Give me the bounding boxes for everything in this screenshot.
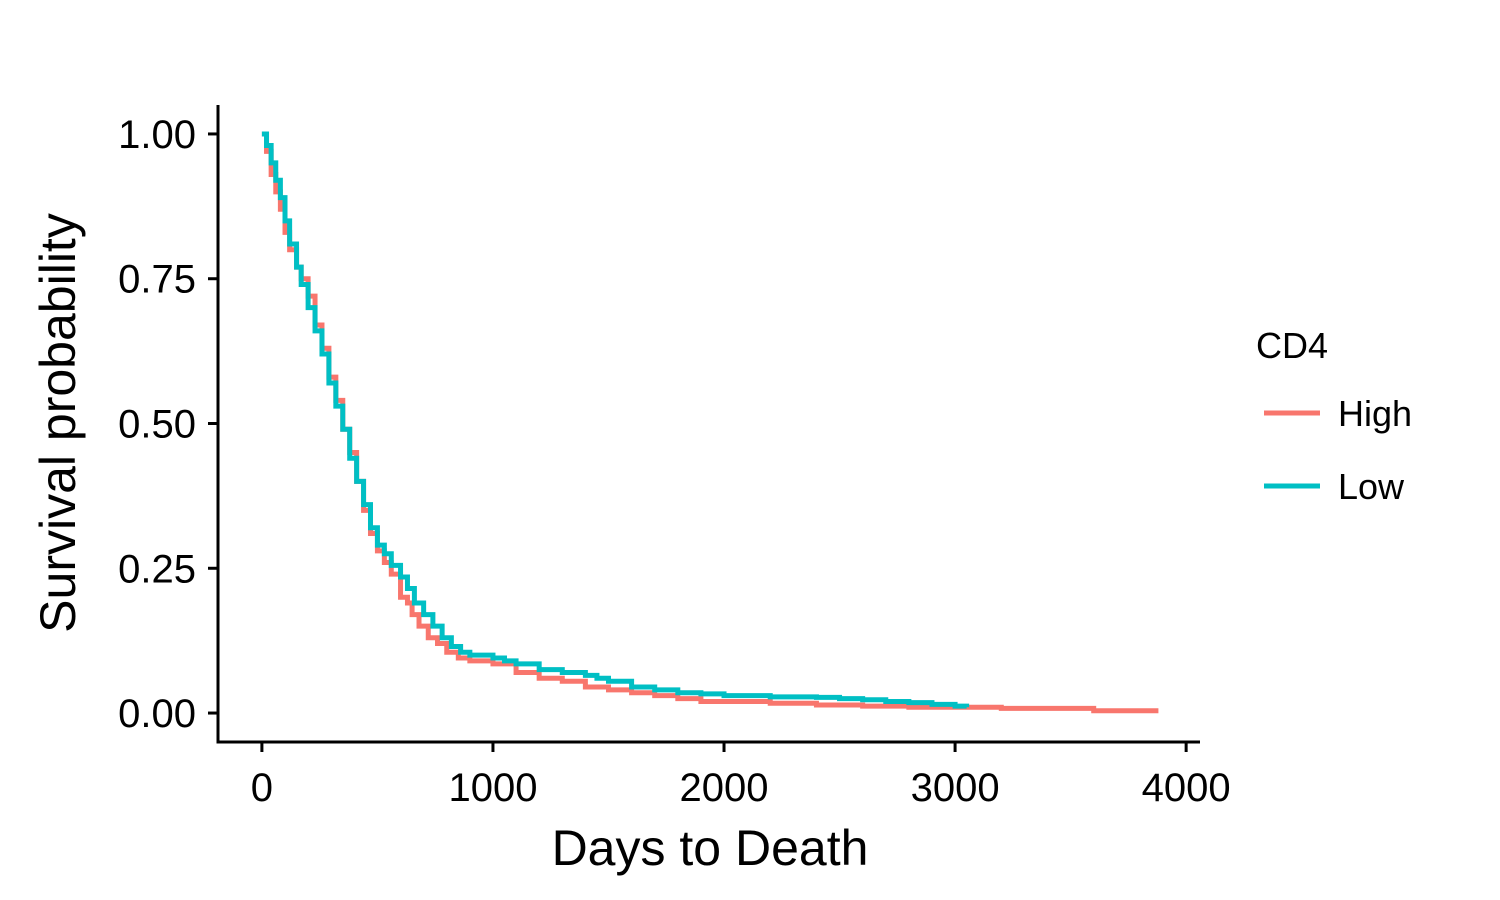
survival-curve-high	[261, 131, 1159, 714]
survival-curves	[261, 131, 1159, 714]
x-tick-label: 4000	[1142, 766, 1231, 810]
y-tick-label: 0.00	[118, 692, 196, 736]
y-tick-label: 0.75	[118, 258, 196, 302]
legend: CD4 High Low	[1256, 325, 1412, 507]
y-tick-label: 1.00	[118, 113, 196, 157]
y-tick-label: 0.25	[118, 547, 196, 591]
x-axis-ticks: 0 1000 2000 3000 4000	[251, 742, 1231, 810]
y-axis-ticks: 0.00 0.25 0.50 0.75 1.00	[118, 113, 218, 736]
y-axis-title: Survival probability	[30, 213, 86, 633]
legend-title: CD4	[1256, 325, 1328, 366]
x-tick-label: 2000	[680, 766, 769, 810]
legend-label-high: High	[1338, 393, 1412, 434]
y-tick-label: 0.50	[118, 403, 196, 447]
x-axis-title: Days to Death	[552, 820, 869, 876]
x-tick-label: 1000	[448, 766, 537, 810]
x-tick-label: 3000	[911, 766, 1000, 810]
x-tick-label: 0	[251, 766, 273, 810]
legend-items: High Low	[1264, 393, 1412, 507]
survival-curve-low	[261, 131, 970, 709]
legend-label-low: Low	[1338, 466, 1405, 507]
